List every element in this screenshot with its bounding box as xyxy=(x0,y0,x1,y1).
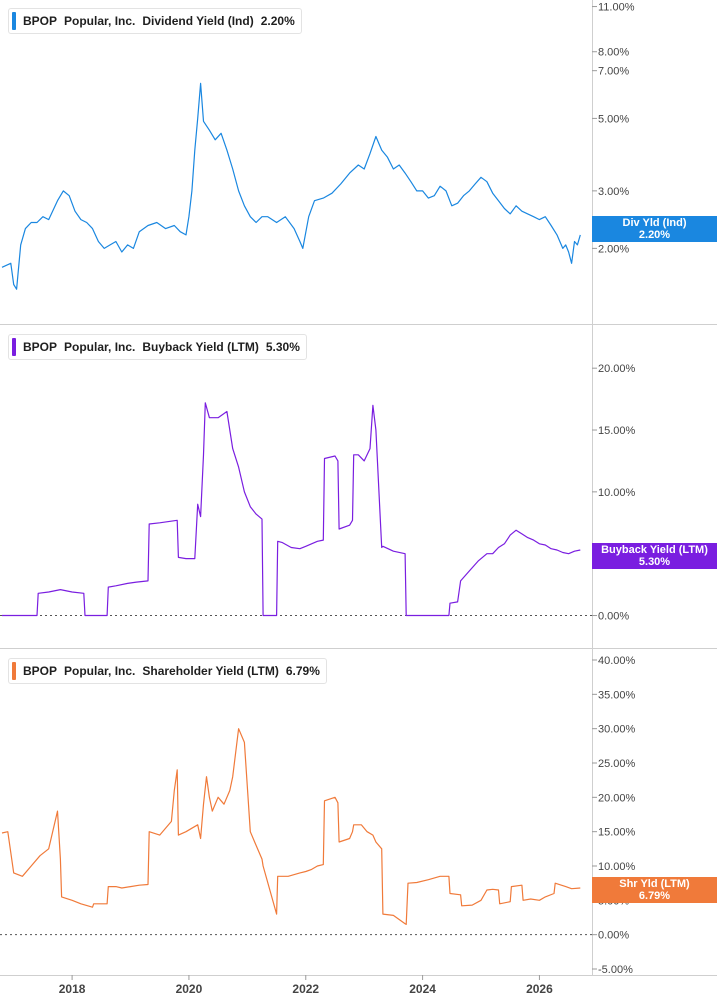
last-value-badge-dividend: Div Yld (Ind) 2.20% xyxy=(592,216,717,242)
y-tick-label: 10.00% xyxy=(598,487,636,499)
legend-swatch xyxy=(12,338,16,356)
legend-ticker: BPOP xyxy=(23,340,58,354)
legend-company: Popular, Inc. xyxy=(64,664,136,678)
badge-value: 6.79% xyxy=(638,890,671,902)
y-tick-label: 5.00% xyxy=(598,113,629,125)
last-value-badge-shareholder: Shr Yld (LTM) 6.79% xyxy=(592,877,717,903)
series-line xyxy=(1,728,581,926)
legend-value: 2.20% xyxy=(260,14,295,28)
legend-buyback-yield: BPOP Popular, Inc. Buyback Yield (LTM) 5… xyxy=(8,334,307,360)
last-value-badge-buyback: Buyback Yield (LTM) 5.30% xyxy=(592,543,717,569)
legend-value: 6.79% xyxy=(285,664,320,678)
badge-value: 5.30% xyxy=(638,556,671,568)
y-tick-label: 0.00% xyxy=(598,611,629,623)
x-tick-label: 2026 xyxy=(526,982,553,996)
y-tick-label: 8.00% xyxy=(598,47,629,59)
y-tick-label: 20.00% xyxy=(598,792,636,804)
legend-company: Popular, Inc. xyxy=(64,340,136,354)
legend-value: 5.30% xyxy=(265,340,300,354)
y-tick-label: 3.00% xyxy=(598,186,629,198)
y-tick-label: 0.00% xyxy=(598,930,629,942)
legend-metric: Dividend Yield (Ind) xyxy=(142,14,254,28)
legend-dividend-yield: BPOP Popular, Inc. Dividend Yield (Ind) … xyxy=(8,8,302,34)
series-line xyxy=(2,402,581,617)
legend-metric: Shareholder Yield (LTM) xyxy=(142,664,279,678)
legend-metric: Buyback Yield (LTM) xyxy=(142,340,259,354)
y-tick-label: 40.00% xyxy=(598,655,636,667)
y-tick-label: -5.00% xyxy=(598,964,633,976)
legend-shareholder-yield: BPOP Popular, Inc. Shareholder Yield (LT… xyxy=(8,658,327,684)
x-tick-label: 2018 xyxy=(59,982,86,996)
legend-swatch xyxy=(12,662,16,680)
y-tick-label: 10.00% xyxy=(598,861,636,873)
x-tick-label: 2020 xyxy=(176,982,203,996)
legend-ticker: BPOP xyxy=(23,14,58,28)
badge-label: Shr Yld (LTM) xyxy=(619,878,690,890)
x-tick-label: 2022 xyxy=(292,982,319,996)
y-tick-label: 2.00% xyxy=(598,243,629,255)
series-line xyxy=(1,82,581,290)
badge-label: Div Yld (Ind) xyxy=(622,217,687,229)
legend-swatch xyxy=(12,12,16,30)
y-tick-label: 11.00% xyxy=(598,2,635,14)
y-tick-label: 7.00% xyxy=(598,66,629,78)
y-tick-label: 15.00% xyxy=(598,827,636,839)
y-tick-label: 35.00% xyxy=(598,689,636,701)
y-tick-label: 20.00% xyxy=(598,363,636,375)
x-tick-label: 2024 xyxy=(409,982,436,996)
badge-value: 2.20% xyxy=(638,229,671,241)
y-tick-label: 25.00% xyxy=(598,758,636,770)
legend-company: Popular, Inc. xyxy=(64,14,136,28)
legend-ticker: BPOP xyxy=(23,664,58,678)
y-tick-label: 30.00% xyxy=(598,724,636,736)
badge-label: Buyback Yield (LTM) xyxy=(601,544,708,556)
y-tick-label: 15.00% xyxy=(598,425,636,437)
